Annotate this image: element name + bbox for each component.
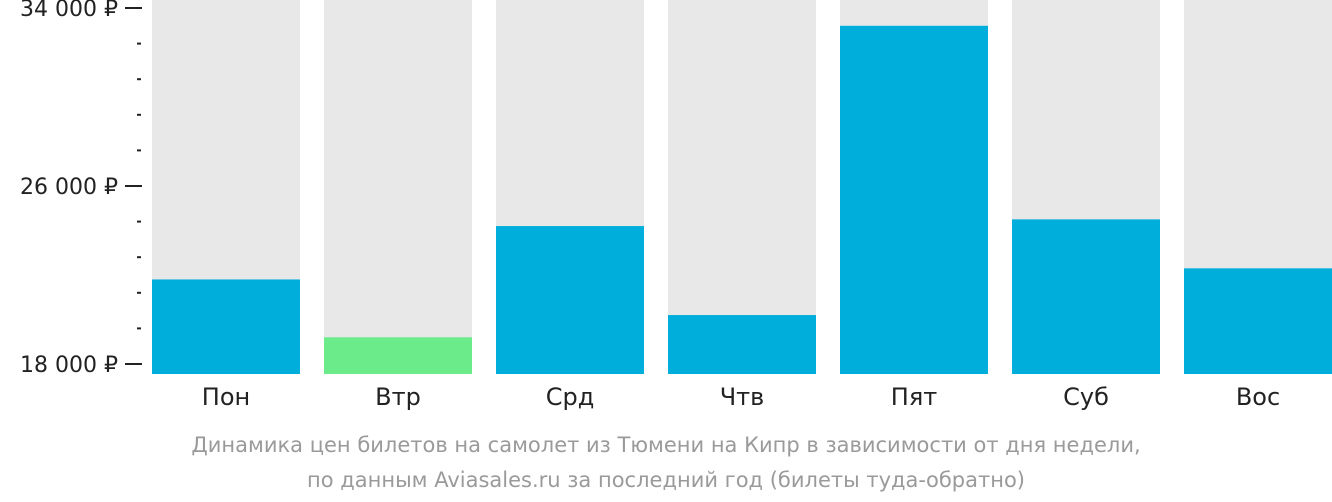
x-tick-label-1: Пон: [202, 383, 250, 411]
bar-7: [1184, 268, 1332, 374]
x-axis-labels: Пон Втр Срд Чтв Пят Суб Вос: [202, 383, 1280, 411]
x-tick-label-6: Суб: [1063, 383, 1109, 411]
bar-2: [324, 337, 472, 374]
x-tick-label-2: Втр: [375, 383, 421, 411]
x-tick-label-5: Пят: [891, 383, 937, 411]
bar-1: [152, 279, 300, 374]
y-tick-label-1: 34 000 ₽: [20, 0, 118, 22]
bar-6: [1012, 219, 1160, 374]
x-tick-label-7: Вос: [1236, 383, 1280, 411]
y-axis: 34 000 ₽ 26 000 ₽ 18 000 ₽: [20, 0, 142, 378]
bar-5: [840, 25, 988, 375]
data-bars: [152, 25, 1332, 375]
bar-3: [496, 226, 644, 374]
y-tick-label-3: 18 000 ₽: [20, 353, 118, 378]
chart-caption-line-2: по данным Aviasales.ru за последний год …: [307, 468, 1025, 492]
bar-4: [668, 315, 816, 374]
y-tick-label-2: 26 000 ₽: [20, 175, 118, 200]
background-bar-4: [668, 0, 816, 374]
x-tick-label-4: Чтв: [720, 383, 765, 411]
background-bar-2: [324, 0, 472, 374]
chart-caption-line-1: Динамика цен билетов на самолет из Тюмен…: [191, 433, 1141, 457]
x-tick-label-3: Срд: [546, 383, 595, 411]
